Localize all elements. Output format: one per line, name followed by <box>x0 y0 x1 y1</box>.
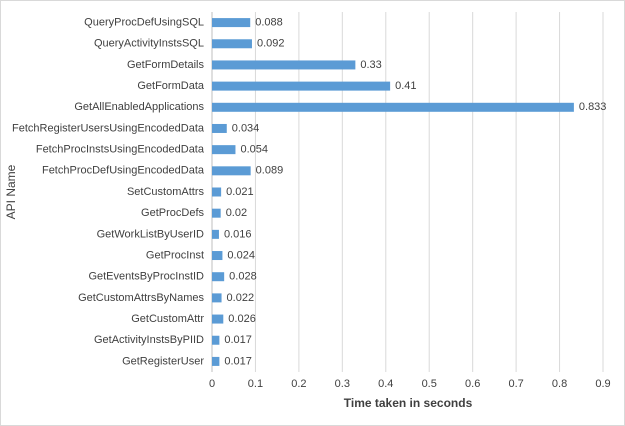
data-label: 0.088 <box>255 16 283 28</box>
bar <box>212 123 227 133</box>
y-tick-label: GetProcDefs <box>141 207 204 219</box>
data-label: 0.022 <box>227 292 255 304</box>
x-tick-label: 0.9 <box>595 378 610 390</box>
y-tick-label: FetchProcDefUsingEncodedData <box>42 165 205 177</box>
bar <box>212 18 251 28</box>
x-tick-label: 0.6 <box>465 378 480 390</box>
y-tick-label: GetWorkListByUserID <box>97 228 204 240</box>
bar <box>212 166 251 176</box>
x-tick-label: 0 <box>209 378 215 390</box>
x-tick-label: 0.8 <box>552 378 567 390</box>
y-tick-label: GetProcInst <box>146 249 204 261</box>
bar <box>212 208 221 218</box>
x-tick-label: 0.1 <box>248 378 263 390</box>
data-label: 0.017 <box>224 355 252 367</box>
y-tick-label: GetEventsByProcInstID <box>88 271 204 283</box>
data-label: 0.02 <box>226 207 247 219</box>
bar <box>212 314 224 324</box>
data-label: 0.028 <box>229 271 257 283</box>
data-label: 0.054 <box>240 144 268 156</box>
data-label: 0.33 <box>360 59 381 71</box>
bar <box>212 335 220 345</box>
bar <box>212 229 219 239</box>
bar <box>212 356 220 366</box>
bar <box>212 293 222 303</box>
data-label: 0.089 <box>256 165 284 177</box>
bar <box>212 251 223 261</box>
bar <box>212 272 225 282</box>
bar <box>212 81 391 91</box>
y-tick-label: GetCustomAttrsByNames <box>78 292 204 304</box>
data-label: 0.833 <box>579 101 607 113</box>
x-tick-label: 0.2 <box>291 378 306 390</box>
y-tick-label: GetCustomAttr <box>131 313 204 325</box>
bar <box>212 187 222 197</box>
data-label: 0.024 <box>227 249 255 261</box>
x-tick-label: 0.7 <box>508 378 523 390</box>
y-tick-label: GetFormDetails <box>127 59 205 71</box>
y-tick-label: SetCustomAttrs <box>127 186 205 198</box>
data-label: 0.026 <box>228 313 256 325</box>
data-label: 0.41 <box>395 80 416 92</box>
x-tick-label: 0.5 <box>422 378 437 390</box>
y-tick-label: GetFormData <box>137 80 205 92</box>
data-label: 0.017 <box>224 334 252 346</box>
bar <box>212 60 356 70</box>
data-label: 0.034 <box>232 122 260 134</box>
y-tick-label: GetRegisterUser <box>122 355 204 367</box>
x-axis-title: Time taken in seconds <box>344 396 473 410</box>
data-label: 0.092 <box>257 38 285 50</box>
data-label: 0.016 <box>224 228 252 240</box>
y-tick-label: GetActivityInstsByPIID <box>94 334 204 346</box>
y-tick-label: FetchRegisterUsersUsingEncodedData <box>12 122 205 134</box>
data-label: 0.021 <box>226 186 254 198</box>
y-tick-label: QueryActivityInstsSQL <box>94 38 204 50</box>
x-tick-label: 0.4 <box>378 378 393 390</box>
y-axis-title: API Name <box>4 164 18 219</box>
x-tick-label: 0.3 <box>335 378 350 390</box>
bar <box>212 39 252 49</box>
bar <box>212 145 236 155</box>
y-tick-label: FetchProcInstsUsingEncodedData <box>36 144 205 156</box>
bar <box>212 102 574 112</box>
y-tick-label: GetAllEnabledApplications <box>74 101 204 113</box>
y-tick-label: QueryProcDefUsingSQL <box>84 16 204 28</box>
